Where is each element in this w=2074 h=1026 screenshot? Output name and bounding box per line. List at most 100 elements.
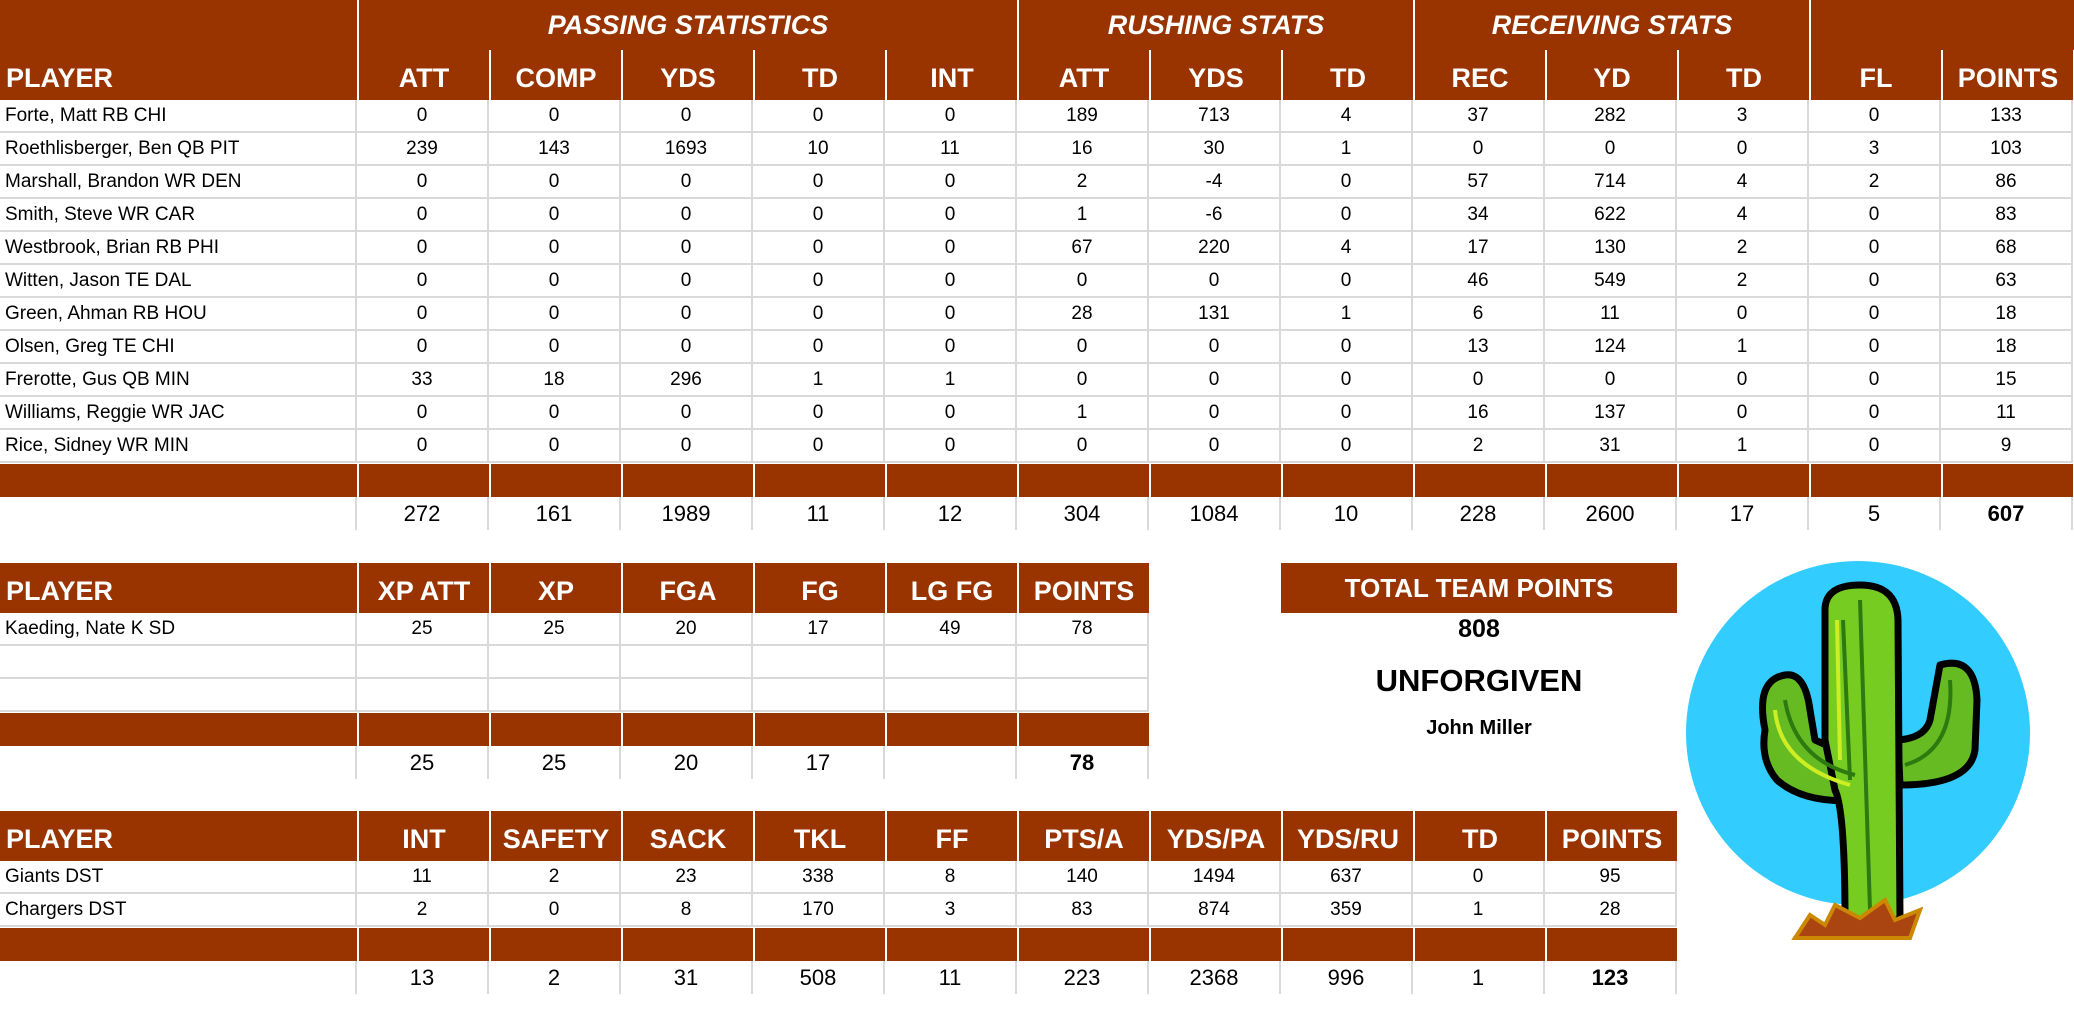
kicker-stat-cell [1017, 646, 1149, 679]
offense-player-name[interactable]: Rice, Sidney WR MIN [0, 430, 357, 463]
offense-separator-band [0, 464, 357, 497]
offense-stat-cell: 1 [885, 364, 1017, 397]
offense-col-header[interactable]: TD [755, 50, 885, 100]
offense-stat-cell: 220 [1149, 232, 1281, 265]
offense-separator-band [359, 464, 489, 497]
offense-stat-cell: 33 [357, 364, 489, 397]
offense-stat-cell: 0 [885, 265, 1017, 298]
offense-col-header[interactable]: YDS [623, 50, 753, 100]
offense-stat-cell: 0 [1017, 364, 1149, 397]
offense-total-cell: 1989 [621, 497, 753, 530]
offense-stat-cell: 1 [1677, 430, 1809, 463]
defense-col-header[interactable]: PTS/A [1019, 811, 1149, 861]
defense-col-header[interactable]: PLAYER [0, 811, 357, 861]
offense-stat-cell: 0 [1677, 364, 1809, 397]
kicker-stat-cell [489, 646, 621, 679]
offense-stat-cell: 0 [885, 331, 1017, 364]
offense-stat-cell: 0 [621, 265, 753, 298]
defense-stat-cell: 338 [753, 861, 885, 894]
defense-stat-cell: 637 [1281, 861, 1413, 894]
offense-stat-cell: 0 [1149, 364, 1281, 397]
kicker-total-cell [0, 746, 357, 779]
offense-col-header[interactable]: YDS [1151, 50, 1281, 100]
defense-player-name[interactable]: Giants DST [0, 861, 357, 894]
offense-stat-cell: 296 [621, 364, 753, 397]
offense-col-header[interactable]: TD [1679, 50, 1809, 100]
offense-col-header[interactable]: FL [1811, 50, 1941, 100]
offense-stat-cell: 0 [885, 430, 1017, 463]
offense-stat-cell: 18 [489, 364, 621, 397]
offense-col-header[interactable]: INT [887, 50, 1017, 100]
offense-stat-cell: 0 [621, 232, 753, 265]
offense-stat-cell: 0 [489, 331, 621, 364]
offense-player-name[interactable]: Olsen, Greg TE CHI [0, 331, 357, 364]
kicker-total-cell: 78 [1017, 746, 1149, 779]
kicker-total-cell: 25 [357, 746, 489, 779]
offense-stat-cell: 11 [1545, 298, 1677, 331]
kicker-player-name[interactable] [0, 679, 357, 712]
defense-col-header[interactable]: TD [1415, 811, 1545, 861]
kicker-total-cell: 20 [621, 746, 753, 779]
defense-col-header[interactable]: SACK [623, 811, 753, 861]
defense-separator-band [755, 928, 885, 961]
offense-player-name[interactable]: Westbrook, Brian RB PHI [0, 232, 357, 265]
defense-stat-cell: 140 [1017, 861, 1149, 894]
offense-player-name[interactable]: Green, Ahman RB HOU [0, 298, 357, 331]
defense-stat-cell: 23 [621, 861, 753, 894]
defense-col-header[interactable]: POINTS [1547, 811, 1677, 861]
defense-stat-cell: 1494 [1149, 861, 1281, 894]
offense-player-name[interactable]: Forte, Matt RB CHI [0, 100, 357, 133]
offense-stat-cell: 0 [753, 265, 885, 298]
kicker-col-header[interactable]: XP ATT [359, 563, 489, 613]
offense-col-header[interactable]: PLAYER [0, 50, 357, 100]
offense-stat-cell: 0 [1809, 397, 1941, 430]
defense-col-header[interactable]: FF [887, 811, 1017, 861]
offense-col-header[interactable]: POINTS [1943, 50, 2073, 100]
defense-col-header[interactable]: YDS/RU [1283, 811, 1413, 861]
offense-player-name[interactable]: Marshall, Brandon WR DEN [0, 166, 357, 199]
offense-stat-cell: 1 [1017, 397, 1149, 430]
offense-stat-cell: 37 [1413, 100, 1545, 133]
defense-col-header[interactable]: SAFETY [491, 811, 621, 861]
offense-col-header[interactable]: ATT [359, 50, 489, 100]
offense-col-header[interactable]: REC [1415, 50, 1545, 100]
offense-player-name[interactable]: Williams, Reggie WR JAC [0, 397, 357, 430]
offense-col-header[interactable]: TD [1283, 50, 1413, 100]
offense-player-name[interactable]: Frerotte, Gus QB MIN [0, 364, 357, 397]
kicker-col-header[interactable]: POINTS [1019, 563, 1149, 613]
kicker-stat-cell [885, 679, 1017, 712]
offense-separator-band [1943, 464, 2073, 497]
defense-col-header[interactable]: TKL [755, 811, 885, 861]
offense-player-name[interactable]: Smith, Steve WR CAR [0, 199, 357, 232]
kicker-stat-cell: 49 [885, 613, 1017, 646]
defense-total-cell: 123 [1545, 961, 1677, 994]
kicker-col-header[interactable]: PLAYER [0, 563, 357, 613]
offense-stat-cell: 0 [1149, 397, 1281, 430]
offense-player-name[interactable]: Roethlisberger, Ben QB PIT [0, 133, 357, 166]
offense-stat-cell: 0 [885, 166, 1017, 199]
offense-stat-cell: 0 [1677, 133, 1809, 166]
offense-stat-cell: 1 [1677, 331, 1809, 364]
offense-stat-cell: 30 [1149, 133, 1281, 166]
offense-stat-cell: -6 [1149, 199, 1281, 232]
offense-col-header[interactable]: COMP [491, 50, 621, 100]
kicker-player-name[interactable] [0, 646, 357, 679]
defense-player-name[interactable]: Chargers DST [0, 894, 357, 927]
defense-separator-band [1151, 928, 1281, 961]
defense-col-header[interactable]: YDS/PA [1151, 811, 1281, 861]
kicker-col-header[interactable]: XP [491, 563, 621, 613]
kicker-col-header[interactable]: FGA [623, 563, 753, 613]
offense-stat-cell: 0 [1809, 199, 1941, 232]
offense-stat-cell: 0 [489, 166, 621, 199]
offense-total-cell: 304 [1017, 497, 1149, 530]
offense-player-name[interactable]: Witten, Jason TE DAL [0, 265, 357, 298]
offense-stat-cell: 131 [1149, 298, 1281, 331]
offense-col-header[interactable]: YD [1547, 50, 1677, 100]
offense-stat-cell: 0 [1545, 364, 1677, 397]
defense-col-header[interactable]: INT [359, 811, 489, 861]
kicker-col-header[interactable]: FG [755, 563, 885, 613]
offense-col-header[interactable]: ATT [1019, 50, 1149, 100]
kicker-stat-cell [489, 679, 621, 712]
kicker-col-header[interactable]: LG FG [887, 563, 1017, 613]
kicker-player-name[interactable]: Kaeding, Nate K SD [0, 613, 357, 646]
